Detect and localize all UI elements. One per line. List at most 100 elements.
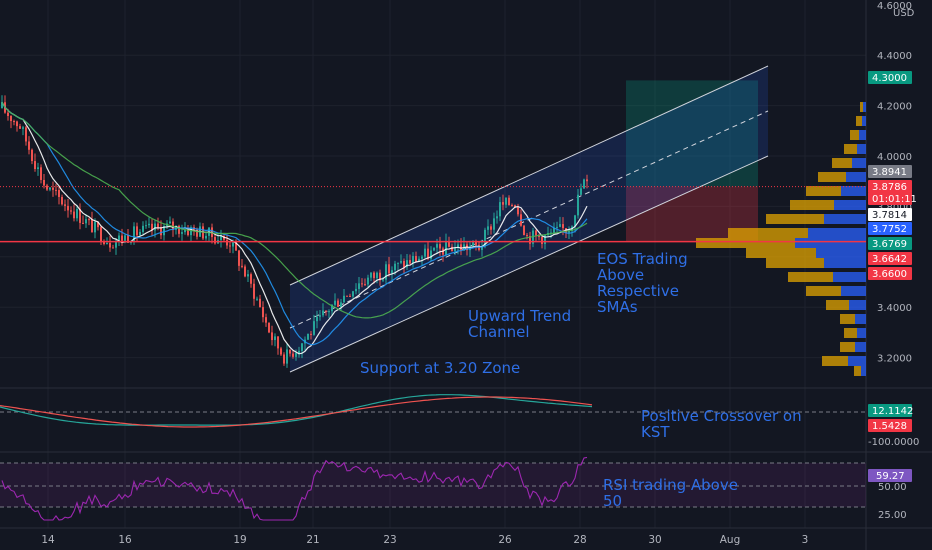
candle-body [406,260,408,268]
volume-bar-down [766,214,824,224]
candle-body [1,102,3,109]
candle-body [256,298,258,300]
kst-badge [868,419,912,432]
time-axis: 14 16 19 21 23 26 28 30 Aug 3 [41,534,808,546]
sma-fast-line [1,101,588,355]
target-zone [626,80,758,187]
candle-body [409,260,411,264]
candle-body [421,256,423,259]
candle-body [262,307,264,318]
candle-body [151,223,153,231]
candle-body [94,221,96,233]
candle-body [385,264,387,280]
candle-body [352,291,354,297]
annotation-sma: Above [597,266,644,284]
volume-bar-down [806,186,841,196]
candle-body [436,244,438,248]
volume-bar-down [788,272,833,282]
candle-body [511,205,513,207]
candle-body [196,229,198,237]
candle-body [544,235,546,244]
price-badge-label: 3.6642 [872,254,907,265]
candle-body [298,350,300,354]
annotation-sma: Respective [597,282,679,300]
price-badge [868,237,912,250]
candle-body [181,232,183,234]
time-tick-label: 3 [802,534,809,546]
volume-bar-down [860,102,863,112]
candle-body [526,235,528,237]
volume-bar-down [696,238,795,248]
volume-bar-up [857,144,866,154]
candle-body [484,229,486,247]
candle-body [412,256,414,264]
candle-body [46,185,48,190]
candle-body [67,205,69,211]
candle-body [499,202,501,217]
kst-tick-label: -100.0000 [868,437,919,448]
candle-body [427,248,429,259]
candle-body [283,354,285,364]
volume-bar-down [832,158,852,168]
candle-body [580,188,582,195]
volume-bar-up [841,186,866,196]
candle-body [487,226,489,230]
annotation-trend: Channel [468,323,530,341]
candle-body [52,187,54,190]
candle-body [34,161,36,170]
time-tick-label: 26 [498,534,512,546]
candle-body [322,310,324,316]
support-level [0,186,866,243]
annotation-sma: EOS Trading [597,250,688,268]
kst-badge-label: 12.1142 [872,406,913,417]
candle-body [514,205,516,208]
candle-body [490,226,492,230]
price-badge-label: 3.8941 [872,167,907,178]
candle-body [373,272,375,279]
volume-bar-up [859,130,866,140]
price-tick-label: 4.4000 [877,51,912,62]
candle-body [88,219,90,221]
candle-body [337,300,339,307]
candle-body [424,248,426,257]
volume-bar-down [844,144,857,154]
candle-body [370,272,372,278]
price-tick-label: 3.4000 [877,303,912,314]
candle-body [169,221,171,224]
volume-bar-down [790,200,834,210]
rsi-line [1,456,588,521]
candle-body [538,235,540,237]
candle-body [334,300,336,305]
candle-body [388,264,390,274]
candle-body [289,349,291,354]
candle-body [238,250,240,266]
candle-body [85,219,87,224]
kst-signal-line [0,396,593,428]
candle-body [316,316,318,322]
candle-body [82,222,84,224]
candle-body [562,224,564,229]
candle-body [400,261,402,263]
price-badge-label: 01:01:11 [872,194,917,205]
candle-body [157,223,159,228]
candle-body [346,295,348,297]
candle-body [460,244,462,251]
price-badge [868,208,912,221]
candle-body [361,283,363,285]
candle-body [13,121,15,123]
candle-body [112,247,114,249]
candle-body [397,262,399,264]
candle-body [292,353,294,357]
candle-body [154,223,156,231]
candle-body [529,236,531,244]
price-badge [868,192,912,205]
candle-body [382,279,384,281]
candle-body [553,227,555,233]
candle-body [280,348,282,355]
time-tick-label: 14 [41,534,55,546]
candle-body [49,187,51,190]
candle-body [133,226,135,242]
candle-body [403,261,405,268]
candle-body [301,343,303,351]
